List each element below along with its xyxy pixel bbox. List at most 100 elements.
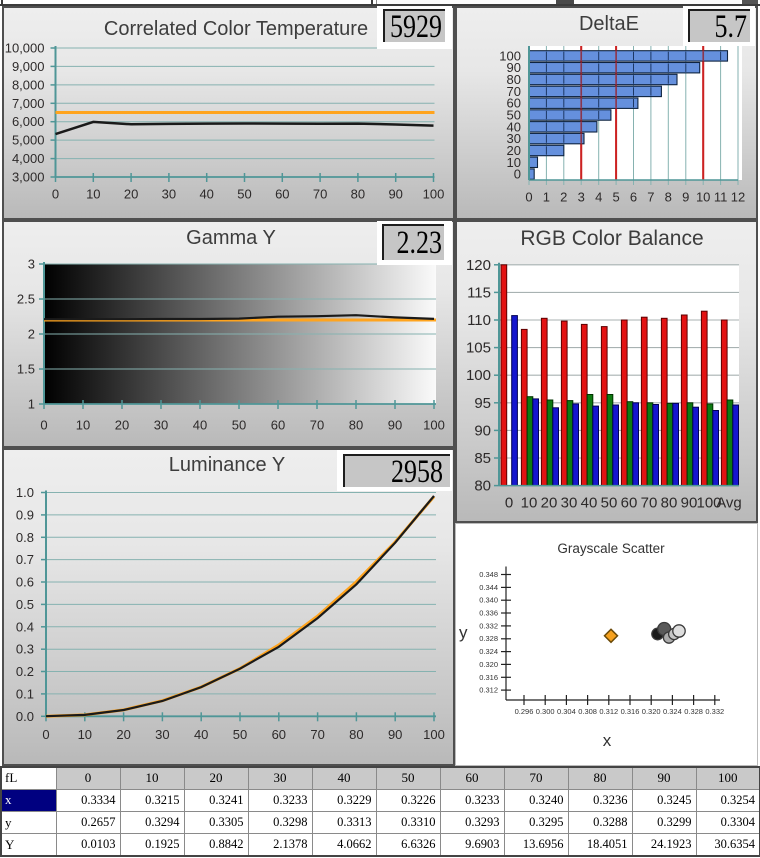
svg-text:40: 40 (507, 119, 521, 134)
svg-text:20: 20 (115, 418, 129, 433)
svg-text:0.324: 0.324 (479, 647, 498, 656)
svg-text:Gamma Y: Gamma Y (186, 227, 276, 249)
svg-text:90: 90 (388, 727, 402, 742)
svg-text:3: 3 (578, 190, 585, 205)
svg-text:90: 90 (388, 418, 402, 433)
svg-text:Luminance Y: Luminance Y (169, 454, 285, 476)
svg-text:90: 90 (474, 422, 491, 439)
svg-text:2.5: 2.5 (17, 292, 35, 307)
svg-text:30: 30 (507, 131, 521, 146)
svg-text:0.0: 0.0 (16, 709, 34, 724)
svg-text:0.9: 0.9 (16, 507, 34, 522)
svg-text:5: 5 (612, 190, 619, 205)
svg-text:70: 70 (313, 187, 327, 202)
svg-text:60: 60 (621, 495, 638, 512)
svg-text:0.6: 0.6 (16, 575, 34, 590)
svg-text:80: 80 (661, 495, 678, 512)
svg-text:8,000: 8,000 (12, 77, 45, 92)
svg-text:60: 60 (272, 727, 286, 742)
svg-text:0.344: 0.344 (479, 583, 498, 592)
svg-text:60: 60 (271, 418, 285, 433)
svg-text:0.4: 0.4 (16, 619, 34, 634)
svg-text:3: 3 (28, 257, 35, 272)
svg-text:100: 100 (466, 367, 491, 384)
svg-text:0.296: 0.296 (515, 707, 534, 716)
svg-text:80: 80 (507, 72, 521, 87)
svg-text:100: 100 (696, 495, 721, 512)
svg-text:8: 8 (665, 190, 672, 205)
svg-text:115: 115 (467, 284, 491, 301)
svg-text:5,000: 5,000 (12, 133, 45, 148)
svg-text:50: 50 (233, 727, 247, 742)
svg-text:20: 20 (507, 143, 521, 158)
svg-text:Avg: Avg (716, 495, 742, 512)
svg-text:1.0: 1.0 (16, 485, 34, 500)
svg-text:2: 2 (560, 190, 567, 205)
svg-text:80: 80 (351, 187, 365, 202)
svg-text:4,000: 4,000 (12, 151, 45, 166)
svg-text:0: 0 (42, 727, 49, 742)
svg-text:10: 10 (78, 727, 92, 742)
svg-text:6: 6 (630, 190, 637, 205)
svg-text:100: 100 (423, 187, 445, 202)
svg-text:1: 1 (543, 190, 550, 205)
svg-text:11: 11 (714, 190, 728, 205)
svg-text:0.308: 0.308 (578, 707, 597, 716)
svg-text:0.300: 0.300 (536, 707, 555, 716)
svg-text:0.312: 0.312 (599, 707, 618, 716)
svg-text:0.328: 0.328 (479, 634, 498, 643)
svg-text:0.3: 0.3 (16, 642, 34, 657)
svg-text:90: 90 (507, 60, 521, 75)
svg-text:9,000: 9,000 (12, 59, 45, 74)
svg-text:70: 70 (310, 418, 324, 433)
svg-text:0.1: 0.1 (16, 686, 34, 701)
svg-text:0.328: 0.328 (684, 707, 703, 716)
svg-text:Correlated Color Temperature: Correlated Color Temperature (104, 18, 368, 40)
svg-text:0.304: 0.304 (557, 707, 576, 716)
svg-text:105: 105 (466, 340, 491, 357)
svg-text:6,000: 6,000 (12, 114, 45, 129)
svg-text:0: 0 (52, 187, 59, 202)
svg-text:100: 100 (499, 48, 521, 63)
svg-text:1.5: 1.5 (17, 362, 35, 377)
svg-text:12: 12 (731, 190, 745, 205)
svg-text:0.348: 0.348 (479, 570, 498, 579)
svg-text:70: 70 (507, 84, 521, 99)
svg-text:100: 100 (423, 418, 445, 433)
svg-text:0: 0 (40, 418, 47, 433)
svg-text:0.7: 0.7 (16, 552, 34, 567)
svg-text:0.8: 0.8 (16, 530, 34, 545)
svg-text:50: 50 (601, 495, 618, 512)
svg-text:10: 10 (507, 155, 521, 170)
svg-text:RGB Color Balance: RGB Color Balance (520, 227, 703, 250)
svg-text:10: 10 (76, 418, 90, 433)
svg-text:10: 10 (521, 495, 538, 512)
svg-text:0: 0 (505, 495, 513, 512)
svg-text:70: 70 (641, 495, 658, 512)
svg-text:1: 1 (28, 397, 35, 412)
svg-text:95: 95 (474, 395, 491, 412)
svg-text:0.332: 0.332 (705, 707, 724, 716)
svg-text:30: 30 (155, 727, 169, 742)
svg-text:10,000: 10,000 (5, 41, 45, 56)
svg-text:0: 0 (525, 190, 532, 205)
svg-text:50: 50 (237, 187, 251, 202)
svg-text:0.320: 0.320 (642, 707, 661, 716)
svg-text:0.2: 0.2 (16, 664, 34, 679)
svg-text:0.340: 0.340 (479, 596, 498, 605)
svg-text:20: 20 (541, 495, 558, 512)
svg-text:80: 80 (349, 727, 363, 742)
svg-text:90: 90 (681, 495, 698, 512)
svg-text:70: 70 (310, 727, 324, 742)
svg-text:50: 50 (232, 418, 246, 433)
svg-text:85: 85 (474, 450, 491, 467)
svg-text:0.5: 0.5 (16, 597, 34, 612)
svg-text:0.320: 0.320 (479, 660, 498, 669)
svg-text:40: 40 (199, 187, 213, 202)
svg-text:40: 40 (581, 495, 598, 512)
svg-text:30: 30 (561, 495, 578, 512)
svg-text:0.336: 0.336 (479, 609, 498, 618)
svg-text:10: 10 (696, 190, 710, 205)
svg-text:0.324: 0.324 (663, 707, 682, 716)
svg-text:10: 10 (86, 187, 100, 202)
